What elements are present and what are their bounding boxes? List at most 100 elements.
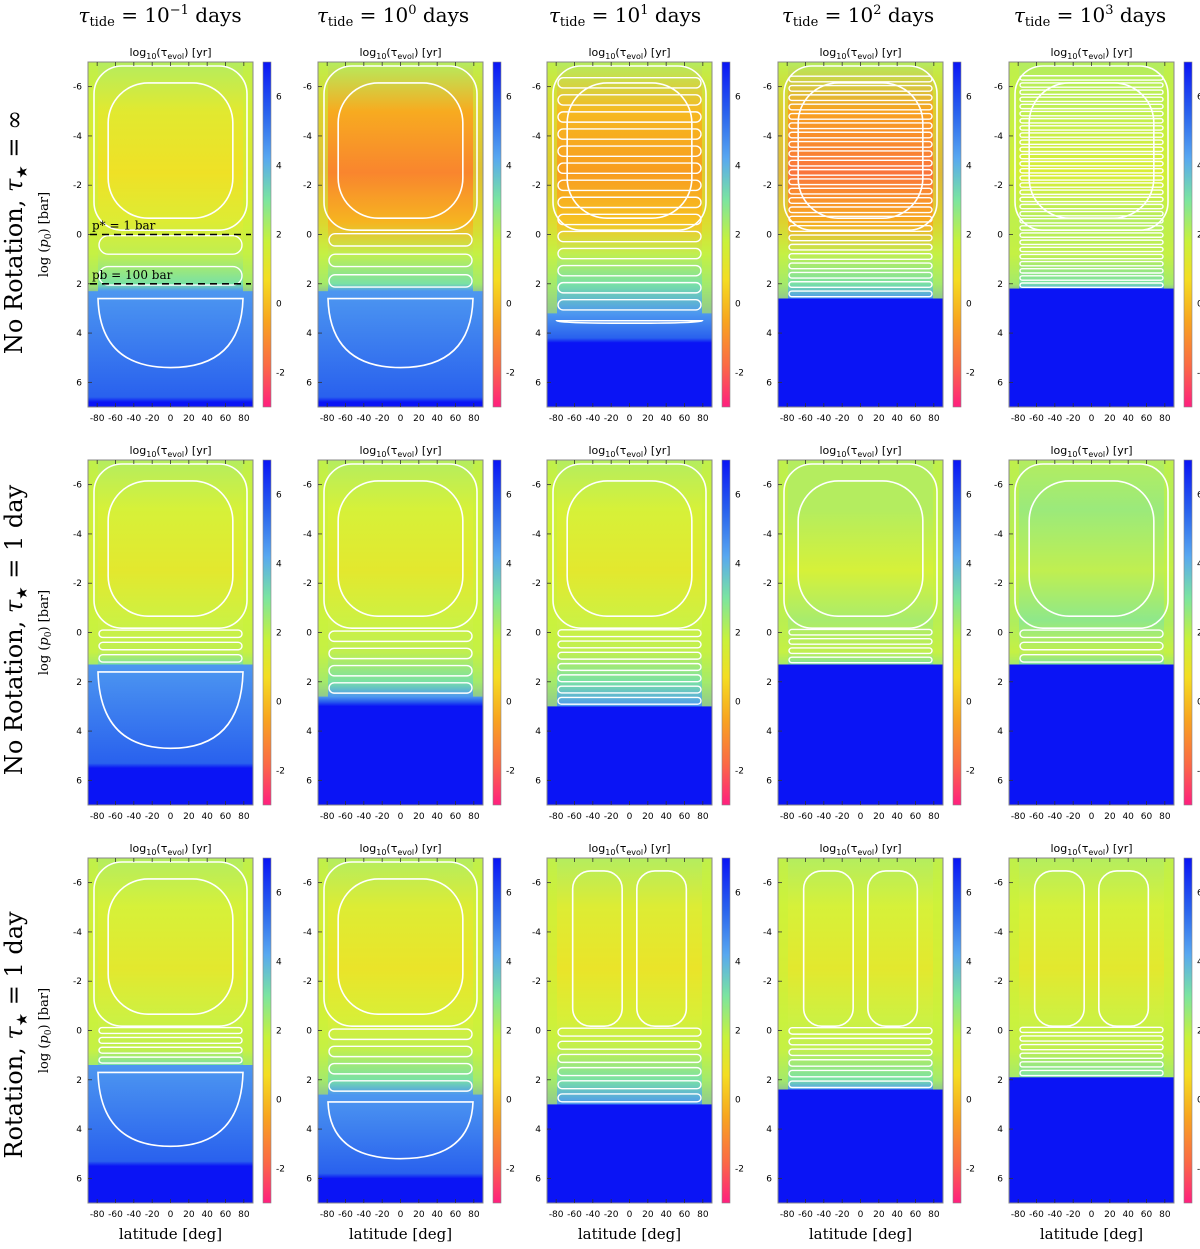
x-tick-label: 0 — [1089, 414, 1095, 424]
panel-title: log10(τevol) [yr] — [819, 842, 901, 857]
colorbar-tick-label: 0 — [735, 698, 741, 708]
contour-band — [1019, 653, 1164, 663]
panel-title: log10(τevol) [yr] — [588, 842, 670, 857]
contour-band — [788, 215, 933, 223]
panel-title: log10(τevol) [yr] — [588, 46, 670, 61]
column-titles: τtide = 10−1 days τtide = 100 days τtide… — [78, 3, 1166, 30]
y-tick-label: 6 — [766, 378, 772, 388]
colorbar-tick-label: 4 — [276, 162, 282, 172]
contour-dome — [555, 319, 704, 325]
y-tick-label: -4 — [763, 928, 772, 938]
colorbar-tick-label: 0 — [735, 1096, 741, 1106]
contour-band — [1019, 1035, 1164, 1042]
x-tick-label: -40 — [126, 1210, 141, 1220]
y-tick-label: -6 — [994, 879, 1003, 889]
x-tick-label: 80 — [1159, 414, 1171, 424]
y-tick-label: 4 — [766, 329, 772, 339]
y-tick-label: 2 — [997, 280, 1003, 290]
y-tick-label: -6 — [303, 481, 312, 491]
x-tick-label: 60 — [910, 1210, 922, 1220]
colorbar-tick-label: 4 — [735, 560, 741, 570]
y-tick-label: -4 — [73, 132, 82, 142]
contour-band — [788, 1037, 933, 1046]
dark-blue-region — [1009, 288, 1174, 407]
contour-band — [98, 265, 243, 286]
x-tick-label: 40 — [1122, 1210, 1134, 1220]
x-tick-label: -60 — [567, 414, 582, 424]
contour-band — [1019, 110, 1164, 117]
contour-band — [557, 213, 702, 226]
x-tick-label: 20 — [413, 414, 425, 424]
row-title-1: No Rotation, τ★ = ∞ — [0, 110, 31, 354]
dark-blue-region — [318, 1178, 483, 1203]
panel-title: log10(τevol) [yr] — [129, 842, 211, 857]
contour-band — [557, 662, 702, 672]
x-tick-label: 80 — [1159, 812, 1171, 822]
colorbar — [492, 61, 502, 408]
contour-dome — [327, 297, 474, 369]
contour-band — [328, 682, 473, 694]
y-tick-label: 0 — [306, 1027, 312, 1037]
y-tick-label: -6 — [994, 481, 1003, 491]
contour-band — [1019, 260, 1164, 267]
contour-band — [788, 628, 933, 636]
y-tick-label: 4 — [76, 1125, 82, 1135]
y-tick-label: 4 — [306, 727, 312, 737]
y-tick-label: 4 — [306, 329, 312, 339]
x-axis-label: latitude [deg] — [1040, 1225, 1143, 1243]
contour-band — [1019, 253, 1164, 260]
colorbar-tick-label: -2 — [966, 767, 975, 777]
colorbar-tick-label: 0 — [1197, 300, 1200, 310]
contour-dome — [97, 671, 244, 750]
colorbar-tick-label: -2 — [506, 369, 515, 379]
contour-band — [557, 264, 702, 277]
y-tick-label: 4 — [997, 727, 1003, 737]
x-tick-label: 40 — [660, 812, 672, 822]
x-tick-label: -60 — [1029, 812, 1044, 822]
x-tick-label: -60 — [338, 414, 353, 424]
contour-band — [557, 247, 702, 260]
contour-band — [1019, 125, 1164, 131]
x-tick-label: -60 — [108, 812, 123, 822]
colorbar-tick-label: 4 — [1197, 560, 1200, 570]
x-tick-label: -20 — [835, 1210, 850, 1220]
colorbar-tick-label: 0 — [966, 1096, 972, 1106]
colorbar — [262, 857, 272, 1204]
colorbar-tick-label: 6 — [966, 889, 972, 899]
x-tick-label: -80 — [90, 1210, 105, 1220]
panel-title: log10(τevol) [yr] — [819, 444, 901, 459]
x-tick-label: -40 — [1047, 414, 1062, 424]
x-tick-label: 60 — [679, 1210, 691, 1220]
dark-blue-region — [88, 768, 253, 805]
contour-band — [557, 111, 702, 123]
colorbar-tick-label: 6 — [1197, 491, 1200, 501]
contour-band — [1019, 641, 1164, 651]
x-tick-label: 0 — [858, 1210, 864, 1220]
contour-band — [788, 75, 933, 83]
colorbar-tick-label: 4 — [506, 958, 512, 968]
contour-band — [788, 637, 933, 645]
x-tick-label: 0 — [168, 414, 174, 424]
colorbar — [952, 459, 962, 806]
contour-band — [557, 128, 702, 140]
y-tick-label: -4 — [73, 928, 82, 938]
x-tick-label: 40 — [891, 1210, 903, 1220]
y-tick-label: 4 — [997, 329, 1003, 339]
x-tick-label: -80 — [780, 1210, 795, 1220]
y-tick-label: -4 — [303, 530, 312, 540]
x-tick-label: 80 — [468, 414, 480, 424]
contour-right-cell — [1098, 870, 1150, 1027]
x-tick-label: -60 — [338, 812, 353, 822]
y-tick-label: 2 — [766, 280, 772, 290]
x-tick-label: 20 — [413, 1210, 425, 1220]
x-tick-label: 0 — [168, 812, 174, 822]
y-tick-label: 6 — [306, 378, 312, 388]
contour-band — [1019, 117, 1164, 124]
contour-band — [1019, 275, 1164, 281]
contour-band — [1019, 225, 1164, 231]
contour-band — [1019, 75, 1164, 81]
contour-band — [1019, 167, 1164, 174]
colorbar-tick-label: 4 — [506, 162, 512, 172]
